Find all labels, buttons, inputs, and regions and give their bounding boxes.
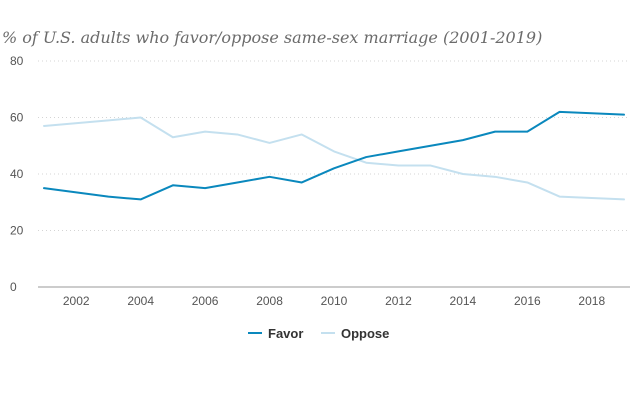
chart-title: % of U.S. adults who favor/oppose same-s… — [2, 28, 543, 47]
x-tick-label: 2018 — [578, 294, 605, 308]
y-tick-label: 20 — [10, 224, 24, 238]
x-tick-label: 2008 — [256, 294, 283, 308]
y-axis-ticks: 0 20 40 60 80 — [10, 54, 24, 294]
series-line-oppose — [43, 116, 625, 201]
y-tick-label: 80 — [10, 54, 24, 68]
series-lines — [43, 110, 625, 201]
series-line-favor — [43, 110, 625, 201]
x-tick-label: 2006 — [192, 294, 219, 308]
x-tick-label: 2002 — [63, 294, 90, 308]
y-tick-label: 60 — [10, 111, 24, 125]
x-tick-label: 2010 — [321, 294, 348, 308]
x-tick-label: 2004 — [127, 294, 154, 308]
x-tick-label: 2012 — [385, 294, 412, 308]
x-tick-label: 2014 — [450, 294, 477, 308]
x-tick-label: 2016 — [514, 294, 541, 308]
y-tick-label: 40 — [10, 167, 24, 181]
legend-label-favor: Favor — [268, 326, 303, 341]
legend-label-oppose: Oppose — [341, 326, 389, 341]
x-axis-ticks: 2002 2004 2006 2008 2010 2012 2014 2016 2018 — [63, 294, 606, 308]
legend: Favor Oppose — [248, 326, 389, 341]
y-tick-label: 0 — [10, 280, 17, 294]
grid-lines — [38, 60, 630, 288]
